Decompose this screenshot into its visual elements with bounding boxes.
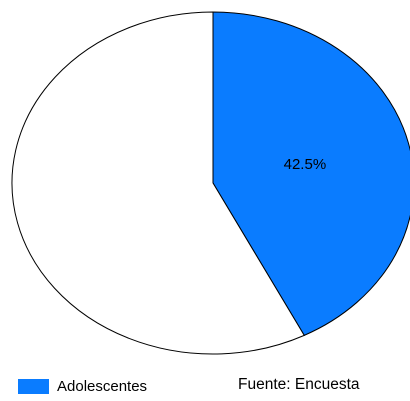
pie-slice-other <box>11 11 305 355</box>
pie-slices <box>11 11 410 355</box>
data-label-adolescentes: 42.5% <box>284 156 327 173</box>
pie-labels: 42.5% <box>284 156 327 173</box>
legend: Adolescentes <box>18 378 147 395</box>
legend-swatch-adolescentes <box>18 379 49 394</box>
source-note: Fuente: Encuesta <box>238 376 360 393</box>
legend-label-adolescentes: Adolescentes <box>57 378 148 395</box>
pie-slice-adolescentes <box>212 11 410 336</box>
